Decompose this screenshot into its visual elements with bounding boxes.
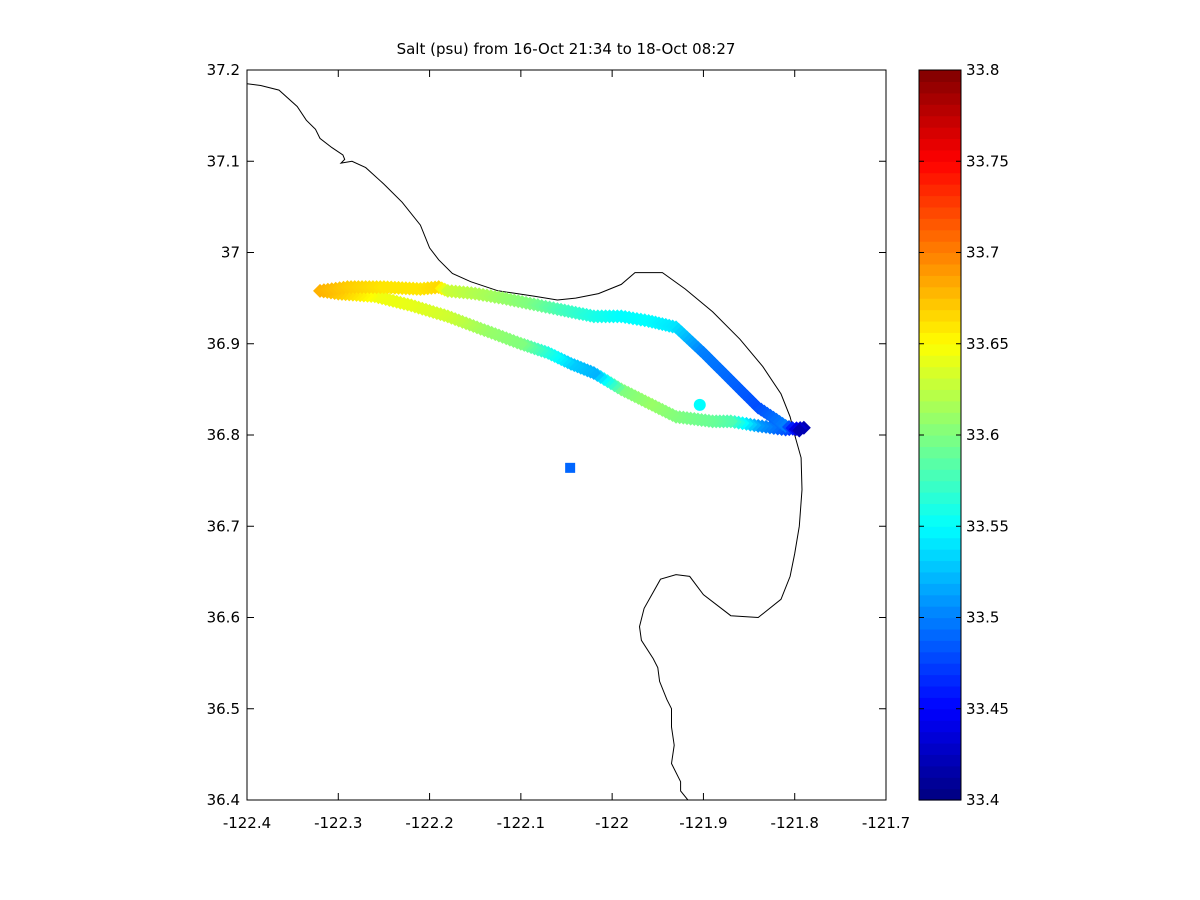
colorbar-tick-label: 33.5 — [966, 609, 999, 627]
colorbar-band — [919, 435, 961, 448]
colorbar-tick-label: 33.7 — [966, 244, 999, 262]
station-circle-marker — [693, 398, 706, 411]
colorbar-band — [919, 241, 961, 254]
colorbar-band — [919, 275, 961, 288]
colorbar-tick-label: 33.45 — [966, 700, 1009, 718]
colorbar-band — [919, 594, 961, 607]
colorbar-band — [919, 206, 961, 219]
colorbar-tick-label: 33.55 — [966, 517, 1009, 535]
colorbar-band — [919, 731, 961, 744]
colorbar-band — [919, 195, 961, 208]
colorbar-band — [919, 104, 961, 117]
colorbar-tick-label: 33.8 — [966, 61, 999, 79]
colorbar: 33.4 33.45 33.5 33.55 33.6 33.65 33.7 33.75 33.8 — [918, 61, 1009, 809]
colorbar-band — [919, 503, 961, 516]
x-tick-label: -121.8 — [771, 814, 819, 832]
colorbar-band — [919, 161, 961, 174]
colorbar-band — [919, 685, 961, 698]
colorbar-tick-label: 33.4 — [966, 791, 999, 809]
colorbar-band — [919, 754, 961, 767]
colorbar-band — [919, 457, 961, 470]
colorbar-band — [919, 309, 961, 322]
colorbar-band — [919, 492, 961, 505]
colorbar-band — [919, 560, 961, 573]
colorbar-band — [919, 708, 961, 721]
x-tick-label: -122 — [595, 814, 629, 832]
colorbar-band — [919, 765, 961, 778]
colorbar-band — [919, 742, 961, 755]
colorbar-band — [919, 127, 961, 140]
colorbar-band — [919, 549, 961, 562]
colorbar-tick-label: 33.65 — [966, 335, 1009, 353]
x-tick-label: -122.4 — [223, 814, 271, 832]
colorbar-band — [919, 514, 961, 527]
colorbar-band — [919, 697, 961, 710]
colorbar-band — [919, 286, 961, 299]
y-tick-label: 36.4 — [207, 791, 240, 809]
map-plot-area — [247, 83, 811, 800]
colorbar-band — [919, 332, 961, 345]
colorbar-band — [919, 583, 961, 596]
colorbar-band — [919, 788, 961, 801]
colorbar-band — [919, 674, 961, 687]
colorbar-band — [919, 480, 961, 493]
colorbar-band — [919, 320, 961, 333]
colorbar-band — [919, 628, 961, 641]
y-tick-label: 36.6 — [207, 609, 240, 627]
colorbar-band — [919, 218, 961, 231]
colorbar-band — [919, 298, 961, 311]
x-tick-label: -121.9 — [679, 814, 727, 832]
colorbar-band — [919, 400, 961, 413]
colorbar-band — [919, 423, 961, 436]
track-marker — [792, 423, 807, 438]
x-tick-label: -122.1 — [497, 814, 545, 832]
colorbar-band — [919, 777, 961, 790]
colorbar-band — [919, 149, 961, 162]
colorbar-band — [919, 115, 961, 128]
colorbar-band — [919, 355, 961, 368]
colorbar-band — [919, 606, 961, 619]
colorbar-band — [919, 720, 961, 733]
colorbar-band — [919, 412, 961, 425]
y-tick-label: 36.5 — [207, 700, 240, 718]
colorbar-band — [919, 617, 961, 630]
colorbar-band — [919, 81, 961, 94]
colorbar-band — [919, 640, 961, 653]
colorbar-band — [919, 446, 961, 459]
colorbar-band — [919, 366, 961, 379]
y-tick-label: 36.9 — [207, 335, 240, 353]
y-tick-label: 36.8 — [207, 426, 240, 444]
chart-title: Salt (psu) from 16-Oct 21:34 to 18-Oct 0… — [397, 40, 736, 58]
colorbar-band — [919, 389, 961, 402]
colorbar-tick-label: 33.75 — [966, 152, 1009, 170]
colorbar-band — [919, 537, 961, 550]
colorbar-band — [919, 252, 961, 265]
colorbar-band — [919, 263, 961, 276]
colorbar-band — [919, 651, 961, 664]
colorbar-band — [919, 663, 961, 676]
colorbar-band — [919, 92, 961, 105]
colorbar-band — [919, 343, 961, 356]
x-tick-label: -122.2 — [405, 814, 453, 832]
colorbar-band — [919, 229, 961, 242]
y-tick-label: 37.1 — [207, 152, 240, 170]
colorbar-band — [919, 138, 961, 151]
colorbar-band — [919, 172, 961, 185]
colorbar-tick-label: 33.6 — [966, 426, 999, 444]
x-tick-label: -122.3 — [314, 814, 362, 832]
colorbar-band — [919, 469, 961, 482]
colorbar-band — [919, 571, 961, 584]
colorbar-band — [919, 184, 961, 197]
y-tick-label: 36.7 — [207, 517, 240, 535]
coastline — [247, 83, 803, 800]
colorbar-band — [919, 526, 961, 539]
x-tick-label: -121.7 — [862, 814, 910, 832]
y-tick-label: 37.2 — [207, 61, 240, 79]
colorbar-band — [919, 70, 961, 83]
colorbar-band — [919, 377, 961, 390]
station-square-marker — [565, 462, 576, 473]
map-axes: -122.4 -122.3 -122.2 -122.1 -122 -121.9 -121.8… — [207, 61, 911, 832]
y-tick-label: 37 — [221, 244, 240, 262]
